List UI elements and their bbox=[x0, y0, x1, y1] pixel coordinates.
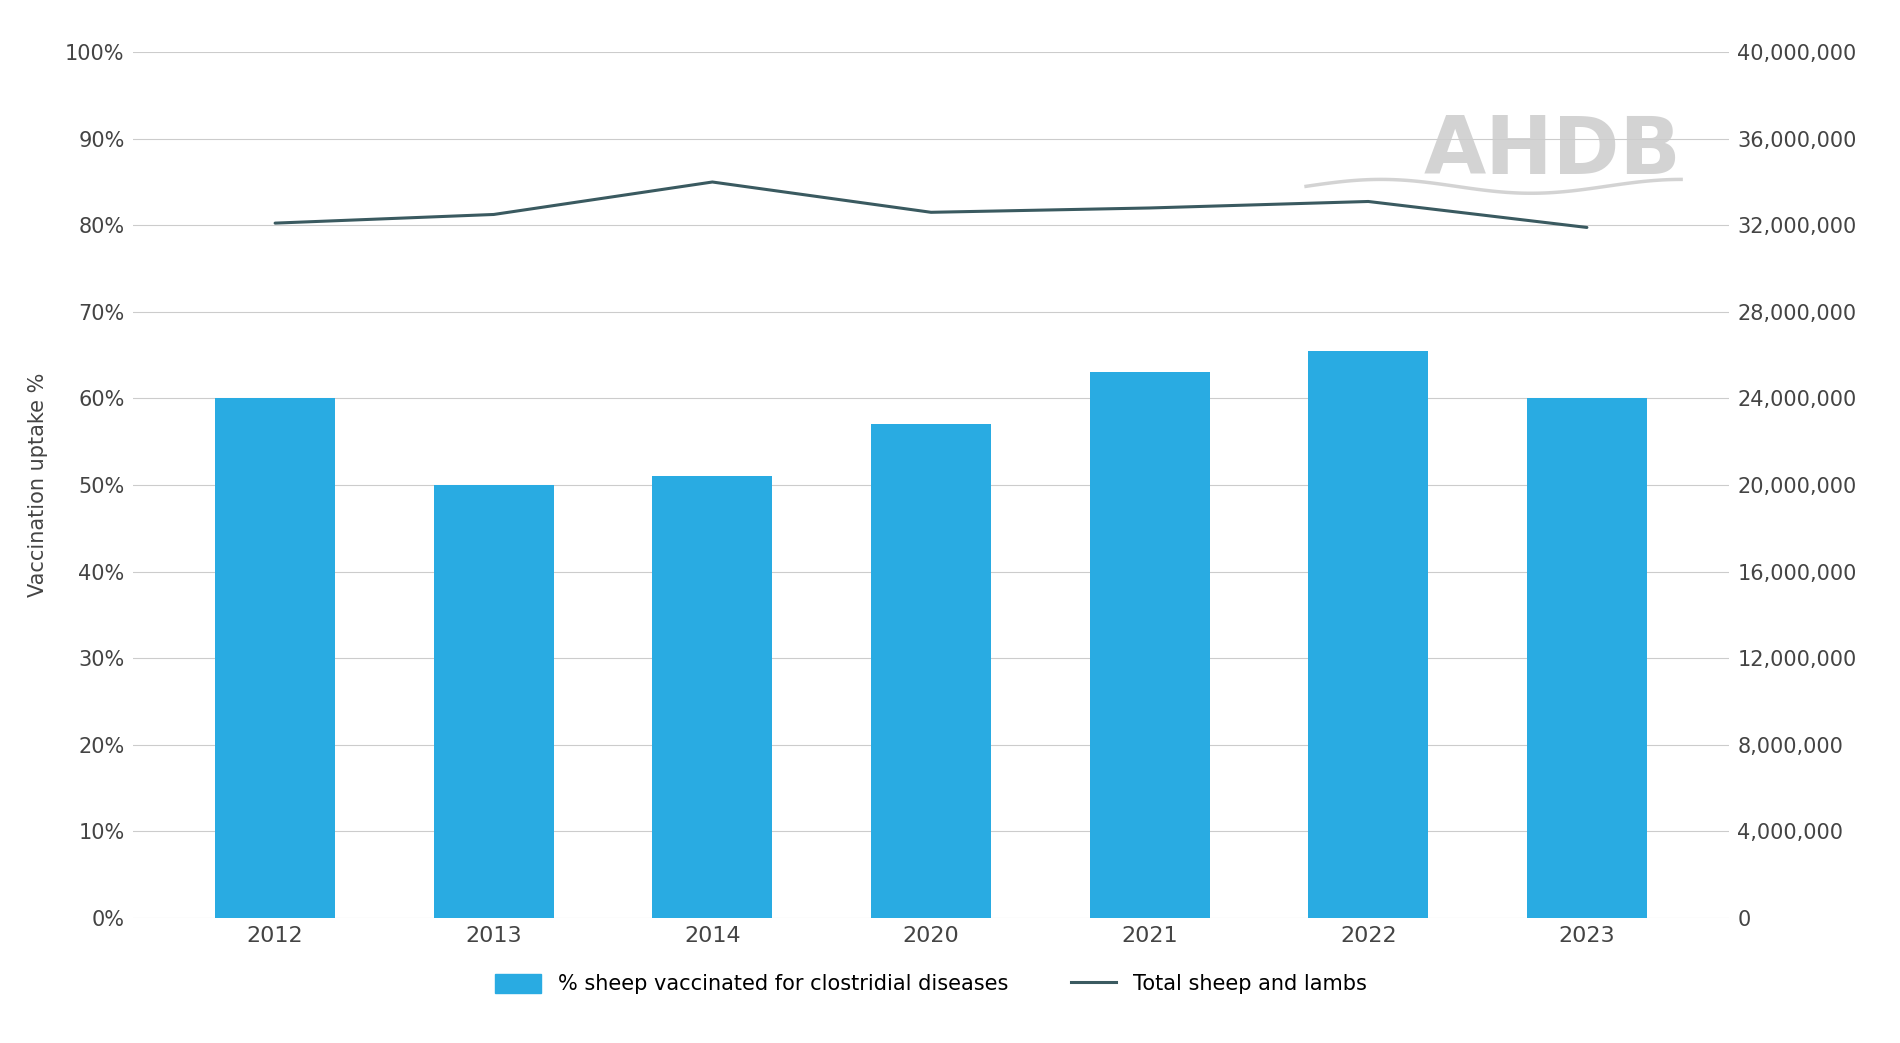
Bar bbox=[215, 398, 334, 918]
Bar bbox=[1089, 372, 1210, 918]
Legend: % sheep vaccinated for clostridial diseases, Total sheep and lambs: % sheep vaccinated for clostridial disea… bbox=[486, 966, 1376, 1002]
Y-axis label: Vaccination uptake %: Vaccination uptake % bbox=[28, 372, 49, 598]
Bar bbox=[1528, 398, 1647, 918]
Bar bbox=[1307, 350, 1429, 918]
Bar bbox=[652, 477, 773, 918]
Text: AHDB: AHDB bbox=[1423, 113, 1682, 191]
Bar bbox=[433, 485, 555, 918]
Bar bbox=[870, 425, 992, 918]
